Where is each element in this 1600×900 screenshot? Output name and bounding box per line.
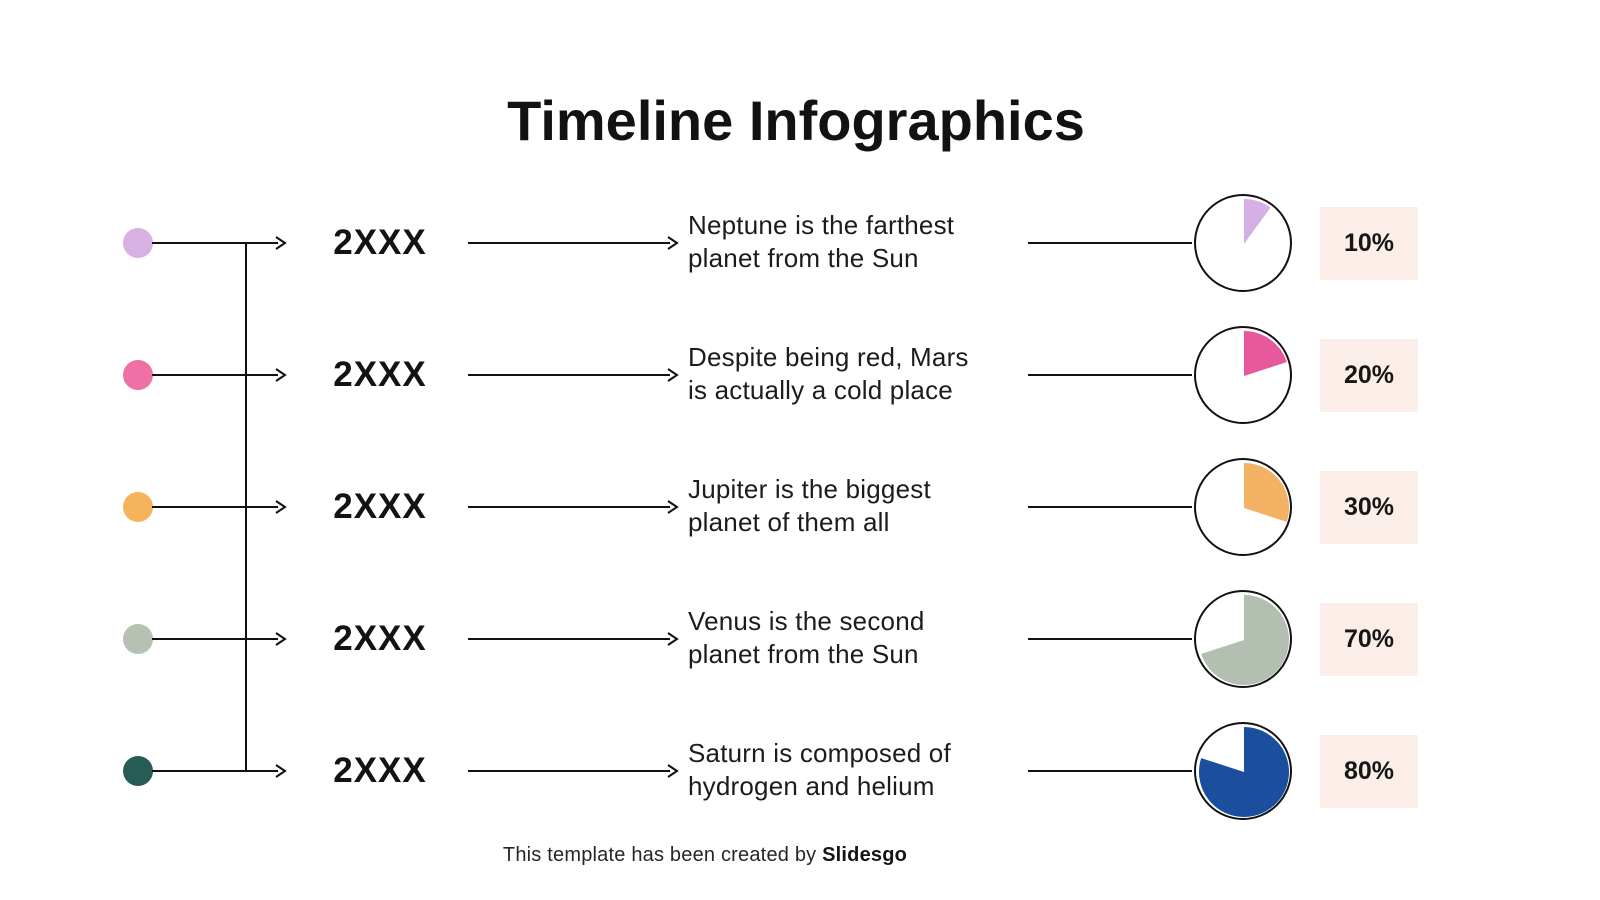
year-label: 2XXX (333, 751, 427, 790)
description-line: is actually a cold place (688, 375, 953, 405)
pie-chart (1194, 590, 1292, 688)
percent-badge: 20% (1320, 339, 1418, 412)
timeline-dot (123, 624, 153, 654)
connector-line (1028, 242, 1192, 244)
description-line: planet from the Sun (688, 243, 919, 273)
timeline-dot (123, 228, 153, 258)
row-description: Neptune is the farthest planet from the … (688, 209, 1028, 275)
arrow-right-icon (468, 500, 679, 514)
description-line: hydrogen and helium (688, 771, 935, 801)
pie-chart (1194, 722, 1292, 820)
row-description: Saturn is composed of hydrogen and heliu… (688, 737, 1028, 803)
timeline-dot (123, 756, 153, 786)
description-line: Jupiter is the biggest (688, 474, 931, 504)
connector-line (1028, 374, 1192, 376)
percent-badge: 30% (1320, 471, 1418, 544)
percent-badge: 80% (1320, 735, 1418, 808)
row-description: Venus is the second planet from the Sun (688, 605, 1028, 671)
description-line: Despite being red, Mars (688, 342, 969, 372)
timeline-dot (123, 492, 153, 522)
percent-badge: 70% (1320, 603, 1418, 676)
description-line: Venus is the second (688, 606, 925, 636)
timeline-dot (123, 360, 153, 390)
year-label: 2XXX (333, 223, 427, 262)
brand-name: Slidesgo (822, 844, 908, 866)
arrow-right-icon (152, 500, 287, 514)
arrow-right-icon (152, 764, 287, 778)
arrow-right-icon (468, 236, 679, 250)
arrow-right-icon (468, 764, 679, 778)
description-line: planet of them all (688, 507, 890, 537)
year-label: 2XXX (333, 355, 427, 394)
arrow-right-icon (152, 368, 287, 382)
attribution-text: This template has been created by (502, 844, 823, 866)
pie-chart (1194, 194, 1292, 292)
attribution-footer: This template has been created by Slides… (0, 844, 1410, 867)
pie-chart (1194, 458, 1292, 556)
arrow-right-icon (468, 368, 679, 382)
year-label: 2XXX (333, 487, 427, 526)
connector-line (1028, 638, 1192, 640)
row-description: Despite being red, Mars is actually a co… (688, 341, 1028, 407)
year-label: 2XXX (333, 619, 427, 658)
description-line: planet from the Sun (688, 639, 919, 669)
arrow-right-icon (152, 236, 287, 250)
connector-line (1028, 770, 1192, 772)
connector-line (1028, 506, 1192, 508)
arrow-right-icon (152, 632, 287, 646)
arrow-right-icon (468, 632, 679, 646)
description-line: Saturn is composed of (688, 738, 951, 768)
description-line: Neptune is the farthest (688, 210, 955, 240)
page-title: Timeline Infographics (507, 89, 1085, 152)
pie-chart (1194, 326, 1292, 424)
row-description: Jupiter is the biggest planet of them al… (688, 473, 1028, 539)
percent-badge: 10% (1320, 207, 1418, 280)
